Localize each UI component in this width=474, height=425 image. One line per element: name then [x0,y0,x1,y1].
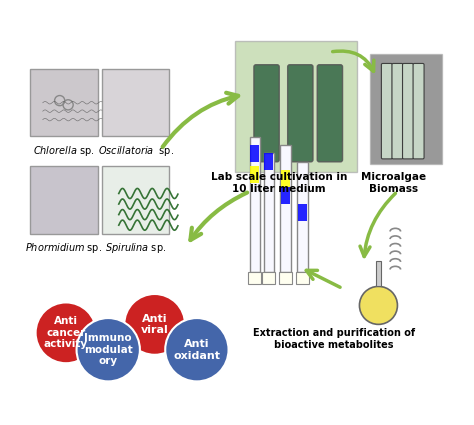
Text: $\it{Phormidium}$ sp.: $\it{Phormidium}$ sp. [25,241,102,255]
Bar [281,187,290,204]
Circle shape [77,318,140,381]
Bar [298,204,307,221]
FancyBboxPatch shape [279,272,292,284]
FancyBboxPatch shape [382,63,392,159]
FancyBboxPatch shape [30,69,98,136]
FancyBboxPatch shape [264,153,273,272]
Bar [281,170,290,187]
FancyBboxPatch shape [250,136,260,272]
FancyBboxPatch shape [254,65,279,162]
Circle shape [165,318,228,381]
FancyBboxPatch shape [102,69,169,136]
Text: Anti
oxidant: Anti oxidant [173,339,220,360]
FancyBboxPatch shape [281,145,291,272]
FancyBboxPatch shape [235,42,357,173]
FancyBboxPatch shape [370,54,442,164]
Text: $\it{Spirulina}$ sp.: $\it{Spirulina}$ sp. [105,241,166,255]
Text: Immuno
modulat
ory: Immuno modulat ory [84,333,133,366]
Text: $\it{Oscillatoria}$  sp.: $\it{Oscillatoria}$ sp. [98,144,174,158]
Text: Extraction and purification of
bioactive metabolites: Extraction and purification of bioactive… [253,329,415,350]
Bar [250,145,259,162]
Text: Anti
cancer
activity: Anti cancer activity [44,316,88,349]
Text: Microalgae
Biomass: Microalgae Biomass [361,172,426,194]
Text: Anti
viral: Anti viral [141,314,169,335]
FancyBboxPatch shape [392,63,403,159]
FancyBboxPatch shape [248,272,261,284]
FancyBboxPatch shape [30,166,98,234]
FancyBboxPatch shape [402,63,413,159]
Bar [376,261,381,286]
FancyBboxPatch shape [102,166,169,234]
FancyBboxPatch shape [262,272,275,284]
Circle shape [124,294,185,355]
FancyBboxPatch shape [297,162,308,272]
Text: Lab scale cultivation in
10 liter medium: Lab scale cultivation in 10 liter medium [211,172,347,194]
FancyBboxPatch shape [296,272,309,284]
Text: $\it{Chlorella}$ sp.: $\it{Chlorella}$ sp. [33,144,95,158]
Circle shape [359,286,397,324]
Bar [250,166,259,183]
Circle shape [36,303,96,363]
FancyBboxPatch shape [413,63,424,159]
FancyBboxPatch shape [288,65,313,162]
FancyBboxPatch shape [317,65,343,162]
Bar [264,153,273,170]
